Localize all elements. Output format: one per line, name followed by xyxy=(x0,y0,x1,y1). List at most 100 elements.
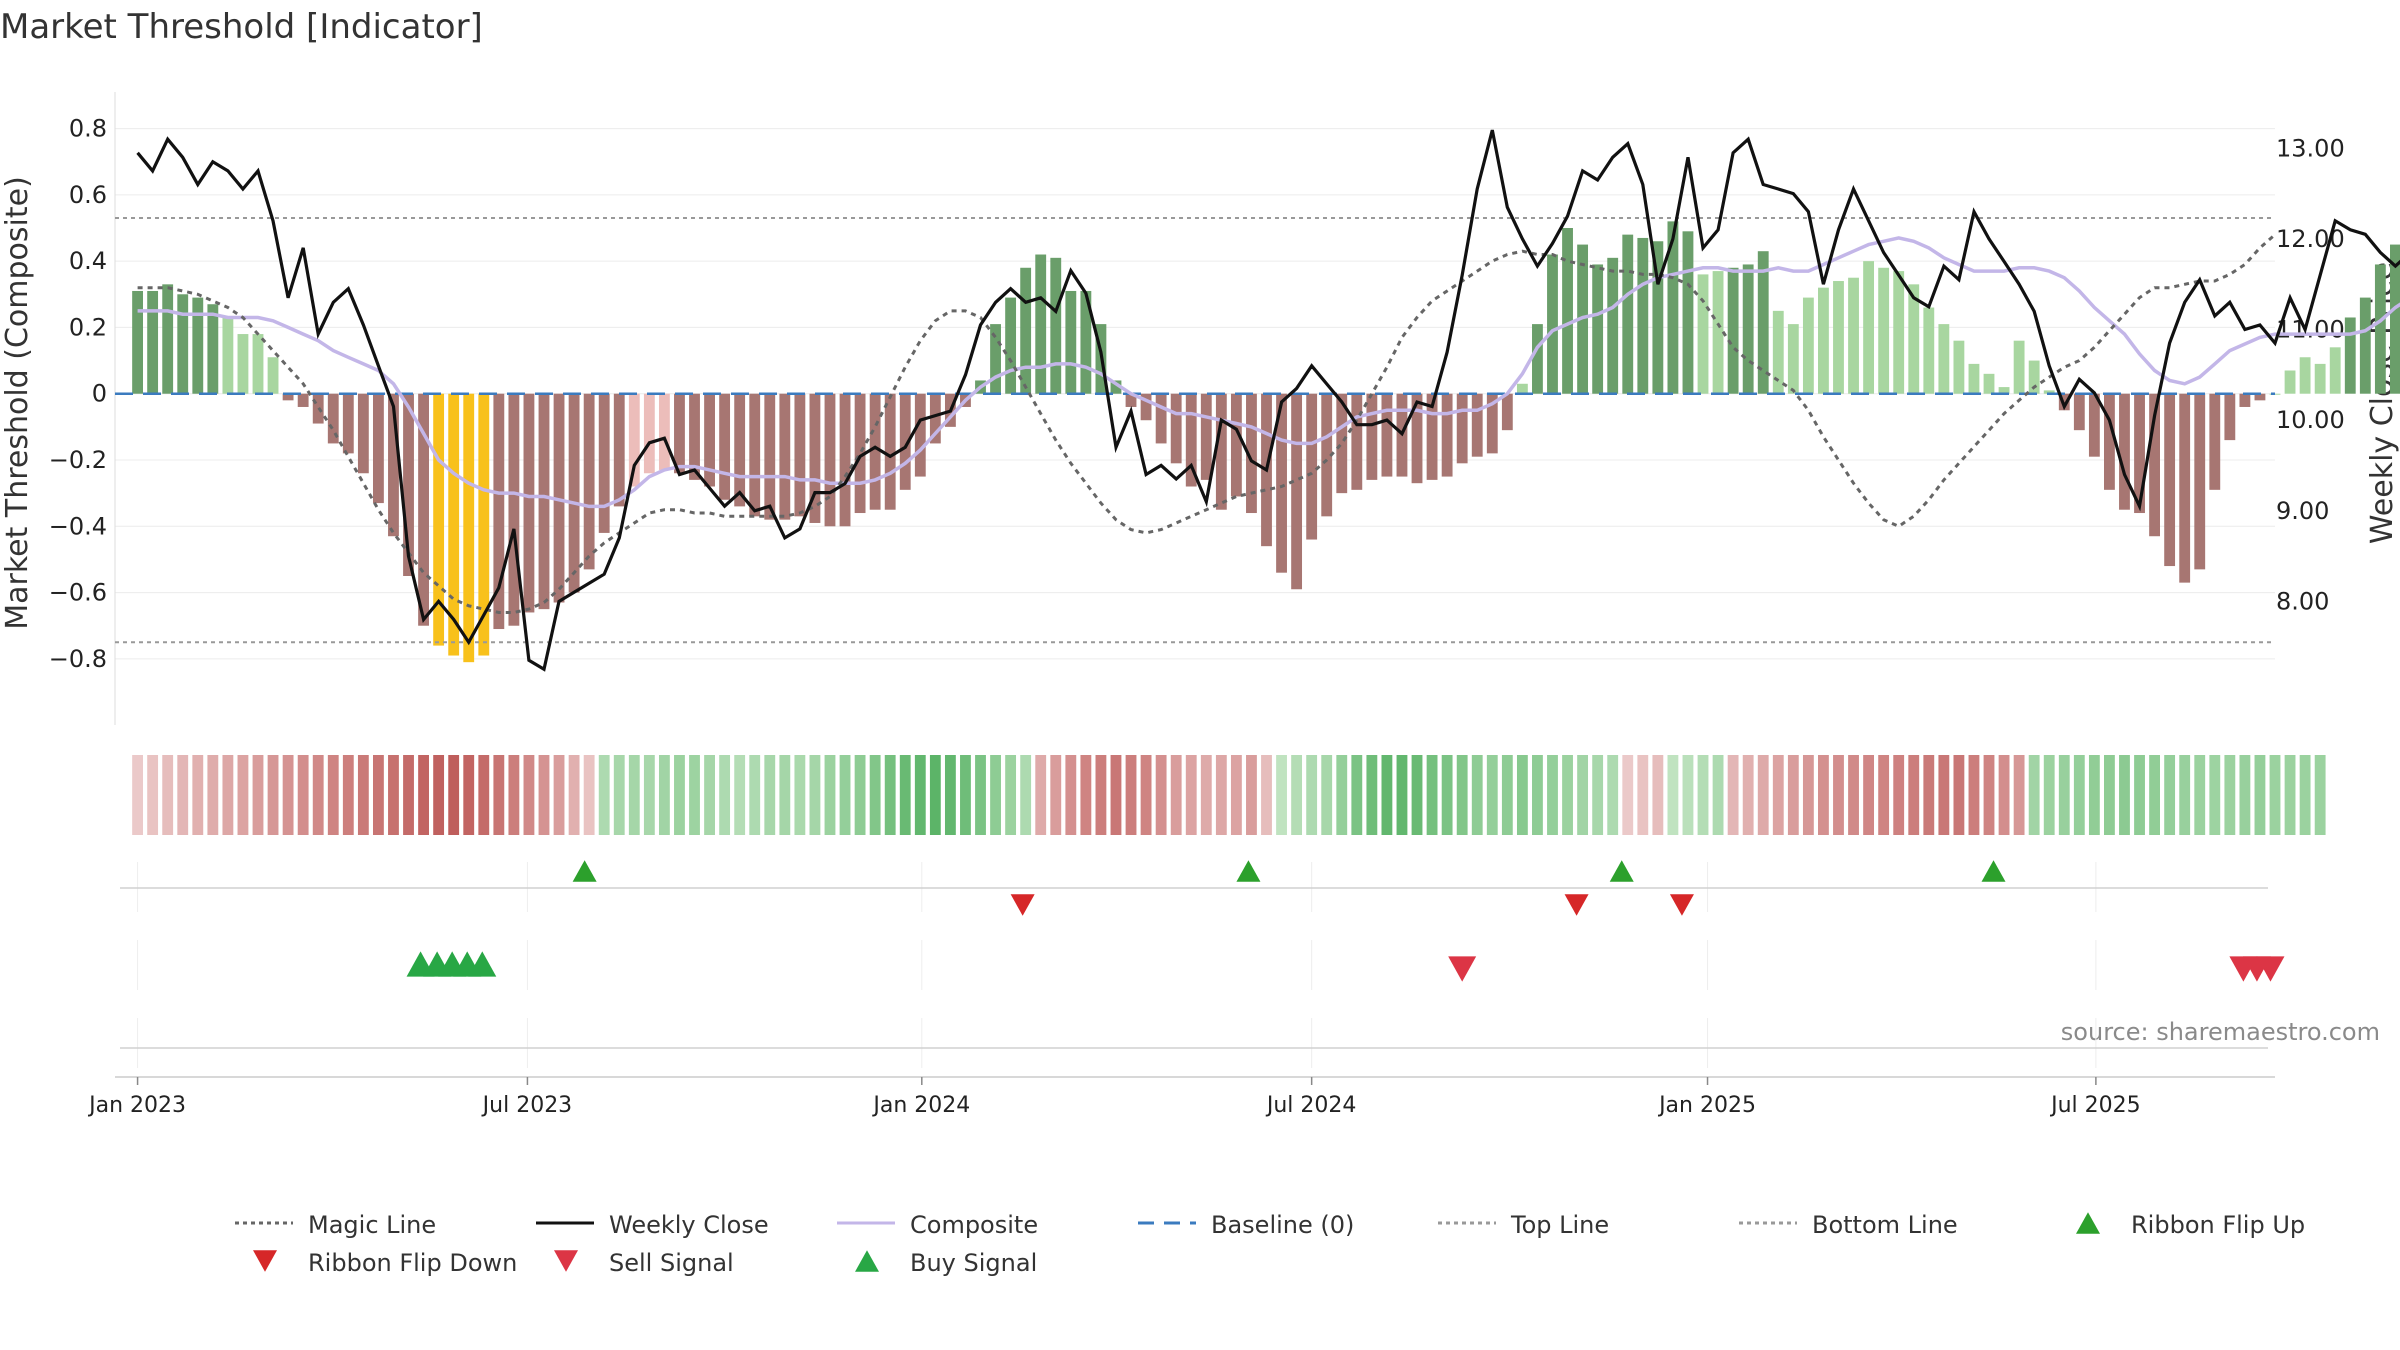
y-tick-label: 0.6 xyxy=(69,181,107,209)
threshold-bar xyxy=(1276,393,1287,573)
ribbon-cell xyxy=(1035,755,1047,835)
threshold-bar xyxy=(1818,287,1829,394)
buy-signal-marker xyxy=(468,951,497,977)
threshold-bar xyxy=(1215,393,1227,510)
threshold-bar xyxy=(2284,370,2296,394)
ribbon-cell xyxy=(2119,755,2130,835)
threshold-bar xyxy=(327,393,339,444)
threshold-bar xyxy=(674,393,685,474)
threshold-bar xyxy=(1140,393,1152,421)
ribbon-cell xyxy=(1170,755,1182,835)
y2-tick-label: 8.00 xyxy=(2276,587,2329,615)
ribbon-cell xyxy=(388,755,399,835)
ribbon-cell xyxy=(1050,755,1062,835)
ribbon-cell xyxy=(1321,755,1333,835)
threshold-bar xyxy=(1110,380,1122,394)
ribbon-cell xyxy=(1471,755,1483,835)
threshold-bar xyxy=(282,393,294,401)
ribbon-cell xyxy=(2284,755,2296,835)
ribbon-cell xyxy=(1923,755,1935,835)
y2-tick-label: 9.00 xyxy=(2276,497,2329,525)
threshold-bar xyxy=(2254,393,2266,401)
y2-tick-label: 13.00 xyxy=(2276,134,2345,162)
ribbon-cell xyxy=(2269,755,2281,835)
ribbon-cell xyxy=(1306,755,1318,835)
ribbon-cell xyxy=(1200,755,1212,835)
x-tick-label: Jul 2024 xyxy=(1265,1093,1357,1118)
ribbon-cell xyxy=(1381,755,1393,835)
threshold-bar xyxy=(252,334,264,394)
ribbon-cell xyxy=(553,755,565,835)
ribbon-cell xyxy=(1215,755,1227,835)
ribbon-cell xyxy=(252,755,264,835)
threshold-bar xyxy=(929,393,941,444)
threshold-bar xyxy=(1833,281,1844,394)
threshold-bar xyxy=(342,393,354,454)
threshold-bar xyxy=(2359,297,2371,394)
threshold-bar xyxy=(1562,228,1573,394)
ribbon-cell xyxy=(2179,755,2191,835)
legend-label: Composite xyxy=(910,1211,1038,1239)
threshold-bar xyxy=(1998,387,2010,394)
y2-tick-label: 11.00 xyxy=(2276,316,2345,344)
threshold-bar xyxy=(990,324,1001,394)
ribbon-flip-up-marker xyxy=(1236,860,1261,882)
y-tick-label: 0 xyxy=(92,380,107,408)
threshold-bar xyxy=(222,317,234,394)
ribbon-cell xyxy=(2028,755,2040,835)
threshold-bar xyxy=(207,304,219,394)
threshold-bar xyxy=(764,393,776,520)
legend-label: Top Line xyxy=(1510,1211,1609,1239)
ribbon-cell xyxy=(929,755,941,835)
ribbon-cell xyxy=(237,755,249,835)
ribbon-cell xyxy=(1968,755,1980,835)
ribbon-cell xyxy=(990,755,1001,835)
ribbon-cell xyxy=(1516,755,1528,835)
ribbon-cell xyxy=(357,755,369,835)
ribbon-cell xyxy=(1818,755,1829,835)
threshold-bar xyxy=(1742,264,1754,394)
ribbon-cell xyxy=(478,755,490,835)
threshold-bar xyxy=(1501,393,1513,431)
threshold-bar xyxy=(403,393,414,576)
x-tick-label: Jan 2023 xyxy=(87,1093,186,1118)
ribbon-cell xyxy=(854,755,866,835)
threshold-bar xyxy=(884,393,896,510)
threshold-bar xyxy=(2149,393,2161,537)
legend-swatch xyxy=(253,1250,277,1272)
legend-swatch xyxy=(554,1250,578,1272)
threshold-bar xyxy=(2224,393,2236,441)
ribbon-flip-up-marker xyxy=(1981,860,2006,882)
ribbon-cell xyxy=(1562,755,1573,835)
y-axis-label: Market Threshold (Composite) xyxy=(0,176,35,630)
threshold-bar xyxy=(1757,251,1769,394)
threshold-bar xyxy=(2374,264,2386,394)
threshold-bar xyxy=(2073,393,2085,431)
threshold-bar xyxy=(1983,373,1995,394)
threshold-bar xyxy=(643,393,655,474)
threshold-bar xyxy=(583,393,595,570)
ribbon-cell xyxy=(1652,755,1664,835)
y-tick-label: 0.8 xyxy=(69,115,107,143)
threshold-bar xyxy=(1230,393,1242,497)
ribbon-cell xyxy=(2254,755,2266,835)
ribbon-cell xyxy=(297,755,309,835)
ribbon-cell xyxy=(2224,755,2236,835)
weekly-close-line xyxy=(136,129,2400,672)
threshold-bar xyxy=(1772,310,1784,394)
ribbon-cell xyxy=(1351,755,1363,835)
threshold-bar xyxy=(598,393,610,533)
threshold-bar xyxy=(1441,393,1453,477)
threshold-bar xyxy=(613,393,625,507)
threshold-bar xyxy=(704,393,715,487)
ribbon-flip-down-marker xyxy=(1010,894,1035,916)
threshold-bar xyxy=(237,334,249,394)
threshold-bar xyxy=(2209,393,2221,490)
threshold-bar xyxy=(1080,290,1092,394)
ribbon-cell xyxy=(2149,755,2161,835)
ribbon-cell xyxy=(1622,755,1634,835)
threshold-bar xyxy=(2028,360,2040,394)
threshold-bar xyxy=(628,393,640,487)
y2-tick-label: 10.00 xyxy=(2276,406,2345,434)
